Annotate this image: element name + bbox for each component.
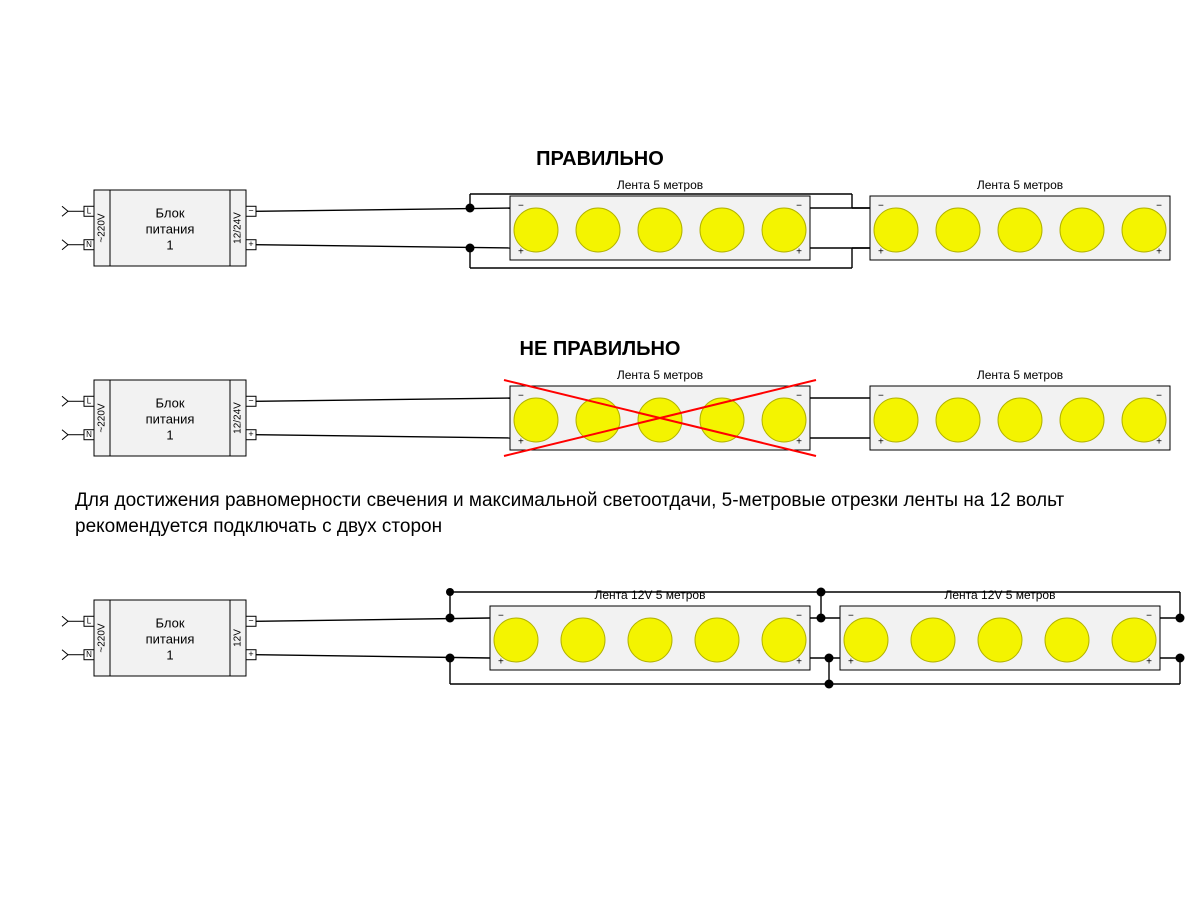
- svg-text:+: +: [248, 429, 253, 439]
- svg-text:+: +: [848, 657, 854, 668]
- svg-text:~220V: ~220V: [97, 403, 108, 433]
- svg-text:−: −: [1156, 201, 1162, 212]
- svg-text:Лента 5 метров: Лента 5 метров: [977, 368, 1063, 382]
- diagram-svg: ~220VБлокпитания112/24VLN−+Лента 5 метро…: [0, 0, 1200, 900]
- svg-text:−: −: [878, 201, 884, 212]
- svg-text:L: L: [87, 616, 92, 625]
- svg-text:−: −: [518, 391, 524, 402]
- svg-text:питания: питания: [146, 221, 195, 236]
- svg-text:−: −: [848, 611, 854, 622]
- svg-text:+: +: [518, 437, 524, 448]
- svg-text:питания: питания: [146, 631, 195, 646]
- svg-text:L: L: [87, 396, 92, 405]
- svg-text:−: −: [248, 396, 253, 406]
- svg-text:−: −: [248, 206, 253, 216]
- svg-text:1: 1: [166, 237, 173, 252]
- svg-text:−: −: [796, 611, 802, 622]
- svg-text:N: N: [86, 430, 92, 439]
- svg-text:~220V: ~220V: [97, 213, 108, 243]
- svg-text:1: 1: [166, 647, 173, 662]
- svg-text:Блок: Блок: [155, 615, 184, 630]
- svg-text:+: +: [1156, 247, 1162, 258]
- svg-text:−: −: [248, 616, 253, 626]
- svg-text:+: +: [1146, 657, 1152, 668]
- svg-text:Лента 12V 5 метров: Лента 12V 5 метров: [945, 588, 1056, 602]
- svg-text:−: −: [498, 611, 504, 622]
- svg-text:+: +: [498, 657, 504, 668]
- svg-text:12V: 12V: [233, 629, 244, 647]
- svg-text:+: +: [248, 239, 253, 249]
- svg-text:L: L: [87, 206, 92, 215]
- svg-text:−: −: [1156, 391, 1162, 402]
- svg-text:+: +: [518, 247, 524, 258]
- svg-text:Лента 5 метров: Лента 5 метров: [977, 178, 1063, 192]
- svg-text:+: +: [878, 247, 884, 258]
- svg-text:−: −: [1146, 611, 1152, 622]
- svg-text:Лента 5 метров: Лента 5 метров: [617, 178, 703, 192]
- svg-text:−: −: [796, 201, 802, 212]
- svg-text:−: −: [796, 391, 802, 402]
- svg-text:+: +: [878, 437, 884, 448]
- svg-text:Блок: Блок: [155, 205, 184, 220]
- svg-text:~220V: ~220V: [97, 623, 108, 653]
- svg-text:+: +: [796, 247, 802, 258]
- svg-text:Лента 5 метров: Лента 5 метров: [617, 368, 703, 382]
- svg-text:N: N: [86, 240, 92, 249]
- svg-text:+: +: [796, 657, 802, 668]
- svg-text:Блок: Блок: [155, 395, 184, 410]
- svg-text:+: +: [796, 437, 802, 448]
- svg-text:Лента 12V 5 метров: Лента 12V 5 метров: [595, 588, 706, 602]
- svg-text:12/24V: 12/24V: [233, 402, 244, 434]
- svg-text:+: +: [1156, 437, 1162, 448]
- svg-text:N: N: [86, 650, 92, 659]
- svg-text:питания: питания: [146, 411, 195, 426]
- svg-text:12/24V: 12/24V: [233, 212, 244, 244]
- svg-text:1: 1: [166, 427, 173, 442]
- svg-text:−: −: [518, 201, 524, 212]
- svg-text:+: +: [248, 649, 253, 659]
- svg-text:−: −: [878, 391, 884, 402]
